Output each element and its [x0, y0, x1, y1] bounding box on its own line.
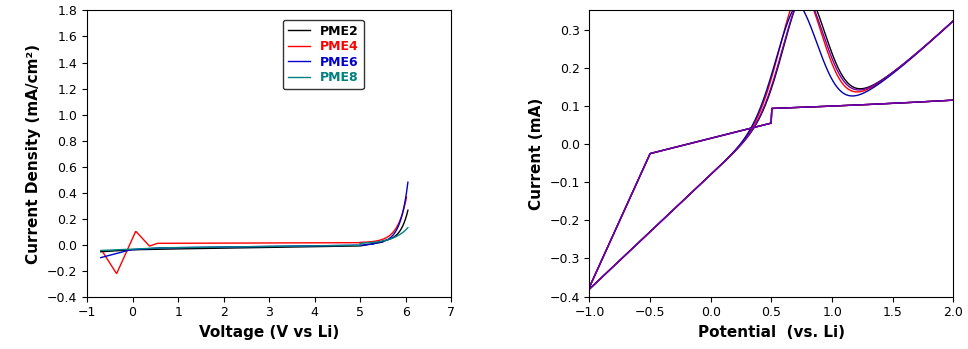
- PME8: [382, 238, 394, 242]
- PME4: [401, 195, 412, 199]
- PME4: [142, 243, 154, 247]
- PME2: [387, 235, 399, 239]
- PME2: [273, 245, 285, 249]
- PME4: [103, 259, 114, 263]
- PME6: [126, 248, 137, 252]
- Y-axis label: Current (mA): Current (mA): [529, 97, 544, 210]
- PME6: [190, 245, 201, 250]
- X-axis label: Voltage (V vs Li): Voltage (V vs Li): [199, 325, 339, 340]
- PME6: [95, 255, 106, 260]
- PME2: [384, 237, 396, 241]
- PME4: [97, 250, 108, 254]
- Line: PME8: PME8: [101, 228, 408, 251]
- PME2: [150, 247, 162, 251]
- PME8: [99, 248, 110, 252]
- PME8: [199, 245, 211, 250]
- PME4: [119, 254, 131, 258]
- PME4: [110, 271, 122, 275]
- PME8: [402, 225, 413, 230]
- Legend: PME2, PME4, PME6, PME8: PME2, PME4, PME6, PME8: [283, 20, 364, 89]
- PME2: [95, 250, 106, 254]
- PME2: [147, 247, 159, 251]
- PME6: [218, 245, 229, 249]
- PME4: [106, 264, 118, 268]
- PME4: [303, 241, 315, 245]
- PME4: [388, 229, 400, 233]
- PME6: [402, 180, 413, 184]
- X-axis label: Potential  (vs. Li): Potential (vs. Li): [698, 325, 845, 340]
- PME6: [157, 246, 168, 250]
- PME6: [109, 252, 121, 256]
- Line: PME2: PME2: [101, 210, 408, 252]
- PME8: [95, 248, 106, 253]
- PME2: [402, 208, 413, 213]
- PME6: [367, 242, 378, 246]
- PME2: [380, 238, 392, 242]
- PME8: [120, 247, 132, 251]
- PME8: [396, 231, 408, 235]
- PME8: [139, 246, 151, 251]
- Line: PME4: PME4: [103, 197, 407, 273]
- Y-axis label: Current Density (mA/cm²): Current Density (mA/cm²): [26, 44, 42, 263]
- Line: PME6: PME6: [101, 182, 408, 258]
